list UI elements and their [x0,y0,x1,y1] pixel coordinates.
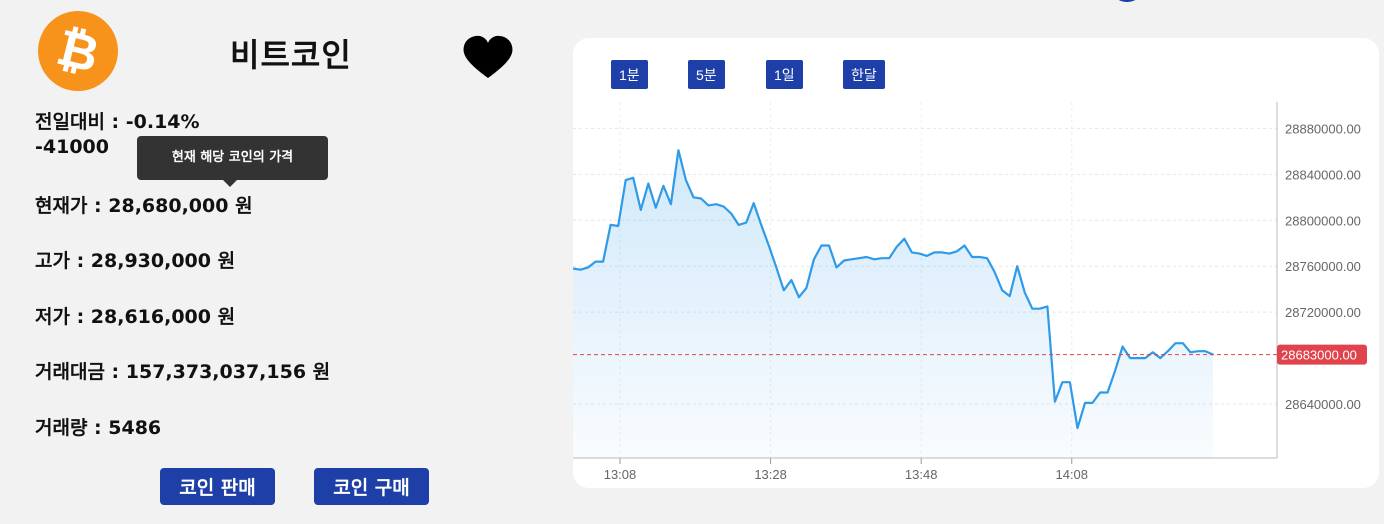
heart-icon[interactable] [462,34,514,80]
y-tick-label: 28840000.00 [1285,167,1361,182]
price-tooltip: 현재 해당 코인의 가격 [137,136,328,187]
x-tick-label: 13:08 [604,467,637,482]
y-tick-label: 28720000.00 [1285,305,1361,320]
current-price-badge [1277,344,1367,365]
range-button-1min[interactable]: 1분 [611,60,648,89]
coin-info-panel: ₿ 비트코인 전일대비 : -0.14% -41000 현재 해당 코인의 가격… [0,0,560,524]
price-area [573,150,1213,458]
bitcoin-logo-icon: ₿ [38,11,118,91]
price-chart: 28880000.00 28840000.00 28800000.00 2876000… [573,102,1367,482]
change-amount: -41000 [35,136,109,158]
price-line [573,149,1214,430]
coin-name: 비트코인 [230,36,352,74]
sell-coin-button[interactable]: 코인 판매 [160,468,275,505]
x-tick-label: 14:08 [1055,467,1088,482]
range-button-1day[interactable]: 1일 [766,60,803,89]
high-price: 고가 : 28,930,000 원 [35,250,236,272]
top-right-decoration [1112,0,1142,2]
y-tick-label: 28640000.00 [1285,397,1361,412]
buy-coin-button[interactable]: 코인 구매 [314,468,429,505]
trade-volume: 거래량 : 5486 [35,417,162,439]
current-price-label: 28683000.00 [1281,348,1357,363]
y-tick-label: 28800000.00 [1285,213,1361,228]
low-price: 저가 : 28,616,000 원 [35,306,236,328]
y-tick-label: 28880000.00 [1285,121,1361,136]
y-tick-label: 28760000.00 [1285,259,1361,274]
range-button-5min[interactable]: 5분 [688,60,725,89]
price-chart-card: 28880000.00 28840000.00 28800000.00 2876000… [573,38,1379,488]
x-tick-label: 13:28 [754,467,787,482]
change-rate: 전일대비 : -0.14% [35,111,200,133]
range-button-1month[interactable]: 한달 [843,60,885,89]
x-tick-label: 13:48 [905,467,938,482]
current-price[interactable]: 현재가 : 28,680,000 원 [35,195,253,217]
trade-value: 거래대금 : 157,373,037,156 원 [35,361,331,383]
